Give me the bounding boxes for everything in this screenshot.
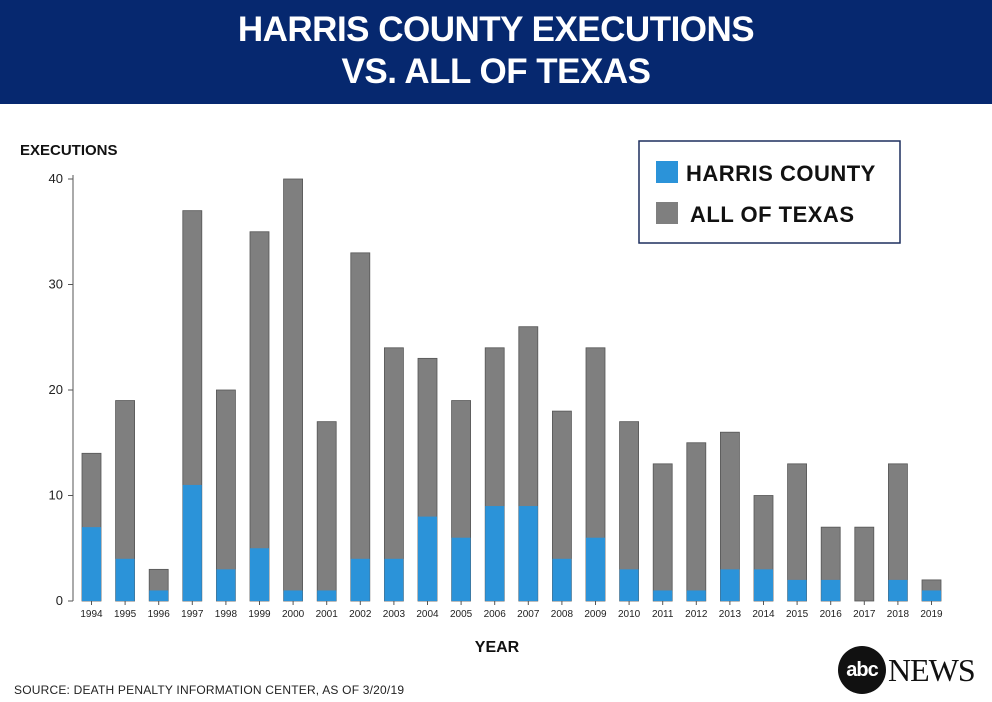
x-axis-label: YEAR	[475, 639, 520, 656]
title-banner: HARRIS COUNTY EXECUTIONS VS. ALL OF TEXA…	[0, 0, 992, 104]
bar-harris-county	[787, 579, 807, 601]
legend-swatch	[656, 202, 678, 224]
bar-harris-county	[518, 506, 538, 601]
legend-label: ALL OF TEXAS	[690, 202, 855, 227]
bar-harris-county	[888, 579, 908, 601]
source-note: SOURCE: DEATH PENALTY INFORMATION CENTER…	[14, 683, 405, 697]
x-tick-label: 2018	[887, 609, 910, 620]
x-tick-label: 2016	[820, 609, 843, 620]
legend-box	[638, 140, 901, 244]
x-tick-label: 2010	[618, 609, 641, 620]
abc-logo-circle: abc	[838, 646, 886, 694]
y-tick-label: 30	[49, 277, 63, 292]
bar-harris-county	[216, 569, 236, 601]
x-tick-label: 2000	[282, 609, 305, 620]
x-tick-label: 2008	[551, 609, 574, 620]
bar-all-of-texas	[283, 178, 304, 602]
x-tick-label: 2012	[685, 609, 708, 620]
bar-harris-county	[619, 569, 639, 601]
y-tick-label: 40	[49, 171, 63, 186]
bar-harris-county	[115, 558, 135, 601]
bar-harris-county	[317, 590, 337, 601]
bar-all-of-texas	[686, 442, 707, 602]
x-tick-label: 1996	[148, 609, 171, 620]
chart-title-line-2: VS. ALL OF TEXAS	[341, 52, 651, 91]
x-tick-label: 2005	[450, 609, 473, 620]
x-tick-label: 2013	[719, 609, 742, 620]
x-tick-label: 2019	[920, 609, 943, 620]
x-tick-label: 2014	[752, 609, 775, 620]
news-wordmark: NEWS	[888, 651, 976, 688]
bar-harris-county	[821, 579, 841, 601]
bar-harris-county	[82, 527, 101, 601]
bar-all-of-texas	[316, 421, 337, 602]
x-tick-label: 2007	[517, 609, 540, 620]
legend-swatch	[656, 161, 678, 183]
x-tick-label: 2002	[349, 609, 372, 620]
bar-harris-county	[384, 558, 404, 601]
x-tick-label: 2001	[316, 609, 339, 620]
bar-harris-county	[283, 590, 303, 601]
bar-harris-county	[350, 558, 370, 601]
y-tick-label: 20	[49, 382, 63, 397]
bar-all-of-texas	[350, 252, 371, 602]
y-tick-label: 0	[56, 593, 63, 608]
x-tick-label: 2003	[383, 609, 406, 620]
legend-label: HARRIS COUNTY	[686, 161, 876, 186]
x-tick-label: 1994	[80, 609, 103, 620]
chart-title-line-1: HARRIS COUNTY EXECUTIONS	[237, 10, 755, 49]
bar-chart: 0 10 20 30 40 EXECUTIONS 1994 1995 1996 1997 1998 1…	[20, 140, 943, 656]
bar-harris-county	[922, 590, 941, 601]
bar-harris-county	[451, 537, 471, 601]
y-axis-label: EXECUTIONS	[20, 142, 118, 159]
bar-harris-county	[586, 537, 605, 601]
bar-all-of-texas	[215, 389, 236, 602]
bar-harris-county	[686, 590, 706, 601]
bar-all-of-texas	[249, 231, 270, 602]
x-tick-label: 2011	[652, 609, 674, 620]
bar-harris-county	[754, 569, 773, 601]
bar-harris-county	[418, 516, 437, 601]
x-tick-label: 1995	[114, 609, 137, 620]
bar-harris-county	[552, 558, 572, 601]
y-tick-label: 10	[49, 488, 63, 503]
bar-harris-county	[250, 548, 269, 601]
x-tick-label: 2009	[584, 609, 607, 620]
bar-harris-county	[720, 569, 740, 601]
abc-news-logo: abc NEWS	[838, 646, 976, 694]
bar-all-of-texas	[652, 463, 673, 602]
x-tick-label: 2004	[416, 609, 439, 620]
bar-all-of-texas	[854, 526, 875, 602]
x-tick-label: 2006	[484, 609, 507, 620]
x-tick-label: 1999	[248, 609, 271, 620]
x-tick-label: 2017	[853, 609, 876, 620]
x-tick-label: 1998	[215, 609, 238, 620]
bar-harris-county	[182, 484, 202, 601]
x-tick-label: 2015	[786, 609, 809, 620]
x-tick-label: 1997	[181, 609, 204, 620]
bar-harris-county	[485, 506, 505, 601]
bar-harris-county	[149, 590, 169, 601]
bar-harris-county	[653, 590, 673, 601]
